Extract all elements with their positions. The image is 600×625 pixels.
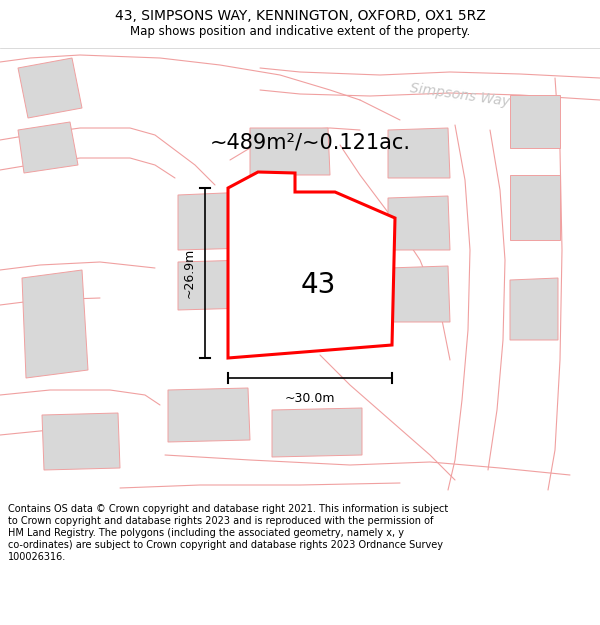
- Polygon shape: [168, 388, 250, 442]
- Polygon shape: [388, 196, 450, 250]
- Text: ~489m²/~0.121ac.: ~489m²/~0.121ac.: [209, 132, 410, 152]
- Text: 43: 43: [301, 271, 335, 299]
- Polygon shape: [178, 192, 250, 250]
- Text: Contains OS data © Crown copyright and database right 2021. This information is : Contains OS data © Crown copyright and d…: [8, 504, 448, 514]
- Polygon shape: [272, 408, 362, 457]
- Polygon shape: [510, 175, 560, 240]
- Polygon shape: [510, 95, 560, 148]
- Polygon shape: [388, 128, 450, 178]
- Text: 43, SIMPSONS WAY, KENNINGTON, OXFORD, OX1 5RZ: 43, SIMPSONS WAY, KENNINGTON, OXFORD, OX…: [115, 9, 485, 23]
- Polygon shape: [22, 270, 88, 378]
- Text: ~26.9m: ~26.9m: [182, 248, 196, 298]
- Text: HM Land Registry. The polygons (including the associated geometry, namely x, y: HM Land Registry. The polygons (includin…: [8, 528, 404, 538]
- Polygon shape: [510, 278, 558, 340]
- Text: Map shows position and indicative extent of the property.: Map shows position and indicative extent…: [130, 26, 470, 39]
- Text: co-ordinates) are subject to Crown copyright and database rights 2023 Ordnance S: co-ordinates) are subject to Crown copyr…: [8, 540, 443, 550]
- Polygon shape: [18, 58, 82, 118]
- Text: ~30.0m: ~30.0m: [285, 392, 335, 405]
- Polygon shape: [250, 128, 330, 175]
- Text: Simpsons Way: Simpsons Way: [409, 81, 511, 109]
- Polygon shape: [388, 266, 450, 322]
- Polygon shape: [178, 260, 248, 310]
- Polygon shape: [228, 172, 395, 358]
- Polygon shape: [18, 122, 78, 173]
- Text: to Crown copyright and database rights 2023 and is reproduced with the permissio: to Crown copyright and database rights 2…: [8, 516, 433, 526]
- Polygon shape: [42, 413, 120, 470]
- Text: 100026316.: 100026316.: [8, 552, 66, 562]
